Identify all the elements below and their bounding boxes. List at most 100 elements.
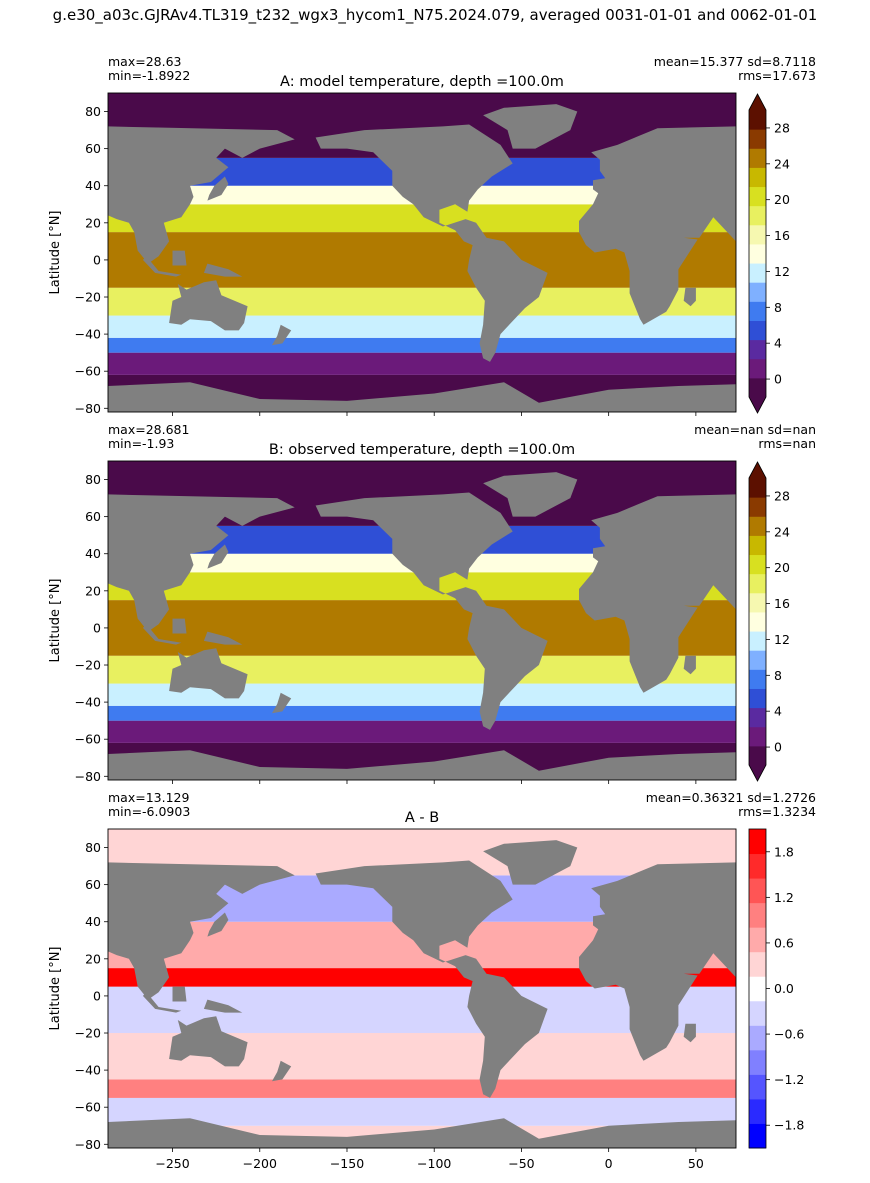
colorbar-segment [749, 263, 766, 283]
colorbar-segment [749, 110, 766, 130]
colorbar-tick-label: 20 [774, 192, 790, 207]
colorbar-segment [749, 205, 766, 226]
colorbar-tick-label: 24 [774, 156, 790, 171]
land-borneo [172, 618, 187, 634]
land-americas [315, 860, 548, 1098]
colorbar-segment [749, 669, 766, 689]
stats-left: min=-1.93 [108, 436, 174, 451]
colorbar-segment [749, 611, 766, 632]
axes-frame [107, 460, 737, 781]
land-asia-west [108, 126, 295, 264]
colorbar-outline [748, 93, 767, 414]
xtick-label: −100 [417, 1156, 451, 1171]
colorbar-tick-label: 4 [774, 704, 782, 719]
colorbar-tick-label: 28 [774, 120, 790, 135]
stats-left: min=-6.0903 [108, 804, 190, 819]
land-japan [207, 912, 229, 937]
land-asia-west [108, 862, 295, 1000]
ytick-label: 20 [85, 583, 101, 598]
ytick-label: 60 [85, 877, 101, 892]
land-americas [315, 492, 548, 730]
ytick-label: 80 [85, 840, 101, 855]
ytick-label: 60 [85, 141, 101, 156]
colorbar-outline [748, 461, 767, 782]
ytick-label: 0 [93, 620, 101, 635]
colorbar-tick-label: 0 [774, 372, 782, 387]
stats-left: max=28.63 [108, 54, 182, 69]
colorbar-tick-label: −0.6 [774, 1027, 804, 1042]
colorbar-segment [749, 726, 766, 747]
colorbar-segment [749, 592, 766, 613]
colorbar-tick-label: 1.2 [774, 890, 794, 905]
colorbar-tick-label: 0.6 [774, 935, 794, 950]
colorbar: −1.8 −1.2 −0.6 0.0 0.6 1.2 1.8 [748, 828, 804, 1149]
colorbar-tick-label: 1.8 [774, 844, 794, 859]
field-band [108, 720, 736, 743]
land-greenland [483, 472, 578, 517]
colorbar-segment [749, 829, 766, 855]
ytick-label: 40 [85, 178, 101, 193]
land-antarctica [108, 750, 736, 780]
panel-title: A: model temperature, depth =100.0m [280, 74, 564, 90]
axes-frame [107, 828, 737, 1149]
ylabel: Latitude [°N] [48, 946, 63, 1030]
field-band [108, 352, 736, 375]
ytick-label: −60 [75, 364, 101, 379]
land-new-guinea [203, 631, 243, 645]
ytick-label: 40 [85, 914, 101, 929]
stats-left: min=-1.8922 [108, 68, 190, 83]
colorbar-segment [749, 745, 766, 766]
land-asia-west [108, 494, 295, 632]
ytick-label: 60 [85, 509, 101, 524]
ylabel: Latitude [°N] [48, 210, 63, 294]
field-band [108, 705, 736, 721]
ytick-label: 80 [85, 104, 101, 119]
land-new-zealand [272, 692, 292, 714]
colorbar-segment [749, 167, 766, 188]
panel-title: B: observed temperature, depth =100.0m [269, 442, 575, 458]
stats-right: mean=nan sd=nan [694, 422, 816, 437]
field-band [108, 1097, 736, 1126]
field-band [108, 337, 736, 353]
colorbar-segment [749, 535, 766, 556]
ytick-label: −40 [75, 695, 101, 710]
colorbar-segment [749, 301, 766, 321]
colorbar-segment [749, 573, 766, 594]
ytick-label: −20 [75, 658, 101, 673]
colorbar-segment [749, 631, 766, 651]
colorbar-tick-label: −1.2 [774, 1072, 804, 1087]
ytick-label: 80 [85, 472, 101, 487]
colorbar-tick-label: 0.0 [774, 981, 794, 996]
ytick-label: −20 [75, 290, 101, 305]
colorbar-segment [749, 650, 766, 670]
ytick-label: −60 [75, 732, 101, 747]
colorbar: 0 4 8 12 16 20 24 28 [748, 461, 790, 782]
colorbar-segment [749, 224, 766, 245]
ytick-label: 0 [93, 988, 101, 1003]
field-band [108, 968, 736, 987]
land-australia [169, 1016, 248, 1067]
colorbar-segment [749, 282, 766, 302]
xtick-label: −150 [330, 1156, 364, 1171]
colorbar-segment [749, 186, 766, 207]
stats-right: mean=15.377 sd=8.7118 [654, 54, 816, 69]
land-new-guinea [203, 263, 243, 277]
ytick-label: −40 [75, 1063, 101, 1078]
ytick-label: −60 [75, 1100, 101, 1115]
colorbar: 0 4 8 12 16 20 24 28 [748, 93, 790, 414]
colorbar-extend-min [749, 765, 766, 781]
ytick-label: −40 [75, 327, 101, 342]
ytick-label: −80 [75, 769, 101, 784]
colorbar-segment [749, 554, 766, 575]
xtick-label: 0 [605, 1156, 613, 1171]
figure-suptitle: g.e30_a03c.GJRAv4.TL319_t232_wgx3_hycom1… [52, 6, 818, 24]
land-africa-europe [579, 862, 736, 1061]
land-americas [315, 124, 548, 362]
colorbar-tick-label: 12 [774, 632, 790, 647]
colorbar-extend-max [749, 94, 766, 110]
colorbar-tick-label: 28 [774, 488, 790, 503]
land-indonesia [142, 256, 182, 277]
stats-left: max=28.681 [108, 422, 189, 437]
